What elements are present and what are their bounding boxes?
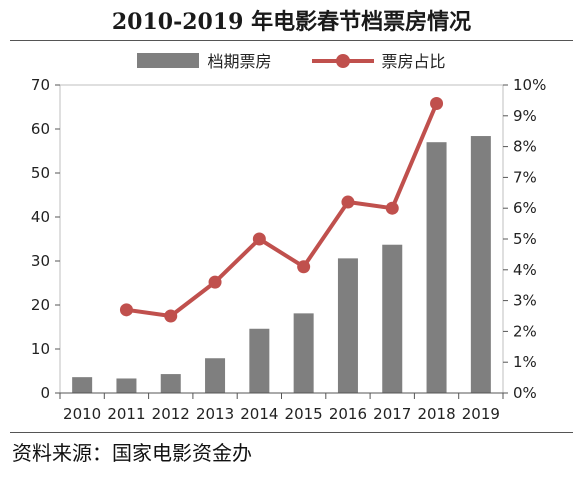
legend-item-bar: 档期票房 [137,48,272,72]
share-point-2016 [341,195,355,209]
share-point-2011 [119,303,133,317]
x-tick-label: 2010 [63,405,101,423]
legend-swatch-bar [137,52,200,68]
source-note: 资料来源：国家电影资金办 [12,441,252,465]
legend-item-line: 票房占比 [311,48,446,72]
y-right-tick-label: 10% [513,76,546,94]
x-tick-label: 2014 [240,405,278,423]
bar-2015 [293,313,314,393]
y-left-tick-label: 50 [31,164,50,182]
x-tick-label: 2013 [196,405,234,423]
y-right-tick-label: 3% [513,292,537,310]
bar-2014 [249,328,270,393]
y-left-tick-label: 20 [31,296,50,314]
bar-2018 [426,142,447,393]
share-point-2015 [297,260,311,274]
legend: 档期票房 票房占比 [0,47,583,73]
x-tick-label: 2019 [462,405,500,423]
share-point-2012 [164,309,178,323]
y-right-tick-label: 4% [513,261,537,279]
bar-2017 [382,244,403,393]
title-divider [10,40,573,41]
y-right-tick-label: 1% [513,353,537,371]
share-point-2017 [385,201,399,215]
y-right-tick-label: 7% [513,168,537,186]
bar-2013 [205,358,226,393]
y-right-tick-label: 6% [513,199,537,217]
legend-label-bar: 档期票房 [207,52,272,71]
bar-2019 [470,136,491,394]
y-right-tick-label: 5% [513,230,537,248]
y-right-tick-label: 9% [513,107,537,125]
x-tick-label: 2017 [373,405,411,423]
y-right-tick-label: 8% [513,138,537,156]
y-left-tick-label: 40 [31,208,50,226]
bar-2012 [160,374,181,393]
share-point-2018 [430,96,444,110]
legend-swatch-line [311,53,374,68]
bar-2016 [337,258,358,393]
y-left-tick-label: 30 [31,252,50,270]
y-left-tick-label: 60 [31,120,50,138]
y-right-tick-label: 2% [513,322,537,340]
chart-title: 2010-2019 年电影春节档票房情况 [111,9,472,35]
x-tick-label: 2011 [107,405,145,423]
share-point-2014 [252,232,266,246]
x-tick-label: 2015 [285,405,323,423]
bar-2011 [116,378,137,393]
y-left-tick-label: 70 [31,76,50,94]
y-left-tick-label: 10 [31,340,50,358]
y-left-tick-label: 0 [40,384,50,402]
bar-2010 [72,377,93,393]
share-line [126,102,439,318]
x-tick-label: 2018 [417,405,455,423]
x-tick-label: 2012 [152,405,190,423]
x-tick-label: 2016 [329,405,367,423]
share-point-2013 [208,275,222,289]
legend-label-line: 票房占比 [381,52,446,71]
source-divider [10,432,573,433]
y-right-tick-label: 0% [513,384,537,402]
